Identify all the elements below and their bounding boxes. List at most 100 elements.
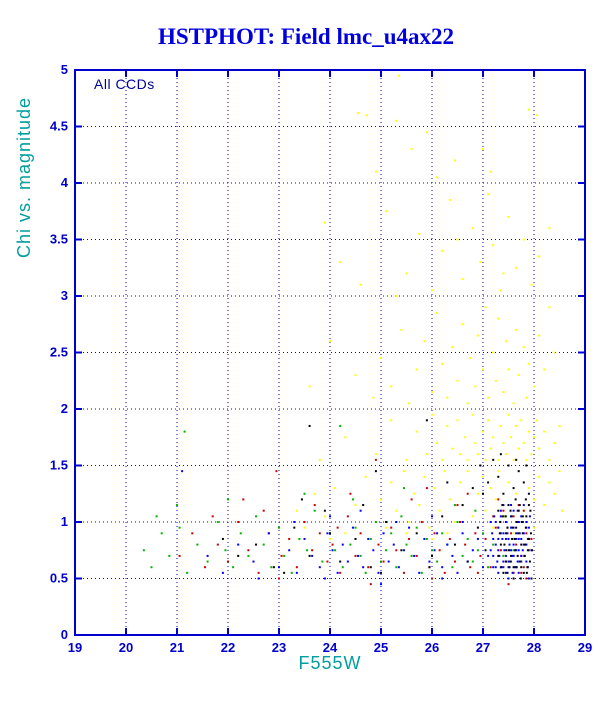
scatter-point-green (492, 543, 495, 546)
scatter-point-yellow (474, 385, 477, 388)
scatter-point-yellow (561, 509, 564, 512)
scatter-point-red (374, 458, 377, 461)
scatter-point-yellow (423, 340, 426, 343)
scatter-point-black (527, 492, 530, 495)
scatter-point-yellow (374, 170, 377, 173)
scatter-point-yellow (553, 351, 556, 354)
scatter-point-yellow (522, 345, 525, 348)
scatter-point-yellow (461, 278, 464, 281)
scatter-point-red (227, 560, 229, 563)
scatter-point-green (420, 571, 423, 574)
scatter-point-blue (517, 549, 520, 552)
scatter-point-black (507, 504, 510, 507)
scatter-point-blue (515, 549, 518, 552)
scatter-point-yellow (451, 447, 454, 450)
scatter-point-green (400, 515, 403, 518)
scatter-point-yellow (390, 385, 393, 388)
scatter-point-black (524, 526, 527, 529)
scatter-point-red (318, 532, 321, 535)
scatter-point-yellow (553, 441, 556, 444)
scatter-point-red (390, 526, 393, 529)
scatter-point-yellow (533, 498, 535, 501)
scatter-point-black (446, 481, 449, 484)
scatter-point-red (349, 492, 352, 495)
scatter-point-black (523, 543, 526, 546)
scatter-point-green (183, 430, 186, 433)
scatter-point-blue (221, 571, 224, 574)
scatter-point-yellow (499, 424, 502, 427)
scatter-point-blue (510, 549, 513, 552)
scatter-point-yellow (543, 504, 546, 507)
scatter-point-yellow (527, 487, 530, 490)
scatter-point-black (505, 549, 508, 552)
scatter-point-yellow (515, 492, 518, 495)
scatter-point-black (509, 560, 512, 563)
scatter-point-blue (456, 571, 459, 574)
scatter-point-black (530, 549, 533, 552)
scatter-point-yellow (380, 498, 382, 501)
scatter-point-red (354, 554, 357, 557)
scatter-point-blue (502, 504, 505, 507)
scatter-point-blue (528, 515, 531, 518)
scatter-point-green (270, 566, 273, 569)
scatter-point-blue (428, 560, 431, 563)
scatter-point-blue (346, 560, 349, 563)
scatter-point-yellow (476, 453, 479, 456)
scatter-point-yellow (359, 283, 362, 286)
scatter-point-red (262, 509, 265, 512)
scatter-point-green (262, 543, 265, 546)
scatter-point-blue (237, 543, 240, 546)
scatter-point-black (514, 498, 517, 501)
scatter-point-black (518, 560, 521, 563)
scatter-point-blue (502, 560, 505, 563)
scatter-point-yellow (438, 509, 441, 512)
scatter-point-green (451, 566, 454, 569)
scatter-point-blue (357, 554, 360, 557)
scatter-point-yellow (533, 385, 535, 388)
scatter-point-black (380, 571, 382, 574)
scatter-point-yellow (548, 481, 551, 484)
scatter-point-green (364, 571, 367, 574)
scatter-point-yellow (474, 441, 477, 444)
scatter-point-green (502, 554, 505, 557)
scatter-point-blue (436, 532, 439, 535)
scatter-point-blue (520, 554, 523, 557)
scatter-point-blue (527, 577, 530, 580)
scatter-point-black (528, 560, 531, 563)
x-tick-label: 23 (272, 640, 286, 655)
scatter-point-blue (433, 549, 436, 552)
scatter-point-red (502, 509, 505, 512)
scatter-point-yellow (318, 458, 321, 461)
scatter-point-yellow (515, 424, 518, 427)
scatter-point-red (448, 537, 451, 540)
scatter-point-black (339, 560, 342, 563)
scatter-point-red (415, 554, 418, 557)
scatter-point-red (479, 554, 482, 557)
scatter-point-blue (510, 526, 513, 529)
scatter-point-red (247, 549, 250, 552)
scatter-point-black (523, 554, 526, 557)
scatter-point-red (313, 504, 316, 507)
scatter-point-yellow (415, 368, 418, 371)
scatter-point-black (512, 487, 515, 490)
scatter-point-yellow (313, 492, 316, 495)
scatter-point-yellow (461, 323, 464, 326)
scatter-point-yellow (538, 255, 541, 258)
scatter-point-black (521, 532, 524, 535)
scatter-point-black (506, 571, 509, 574)
scatter-point-black (515, 566, 518, 569)
scatter-point-yellow (354, 374, 357, 377)
scatter-point-yellow (323, 515, 326, 518)
scatter-point-red (431, 577, 433, 580)
scatter-point-yellow (482, 475, 484, 478)
scatter-point-yellow (538, 475, 541, 478)
scatter-point-yellow (527, 430, 530, 433)
scatter-point-green (313, 509, 316, 512)
scatter-point-black (441, 515, 444, 518)
scatter-point-black (300, 498, 303, 501)
scatter-point-black (520, 521, 523, 523)
scatter-point-yellow (405, 532, 408, 535)
scatter-point-black (504, 515, 507, 518)
scatter-point-black (527, 504, 530, 507)
